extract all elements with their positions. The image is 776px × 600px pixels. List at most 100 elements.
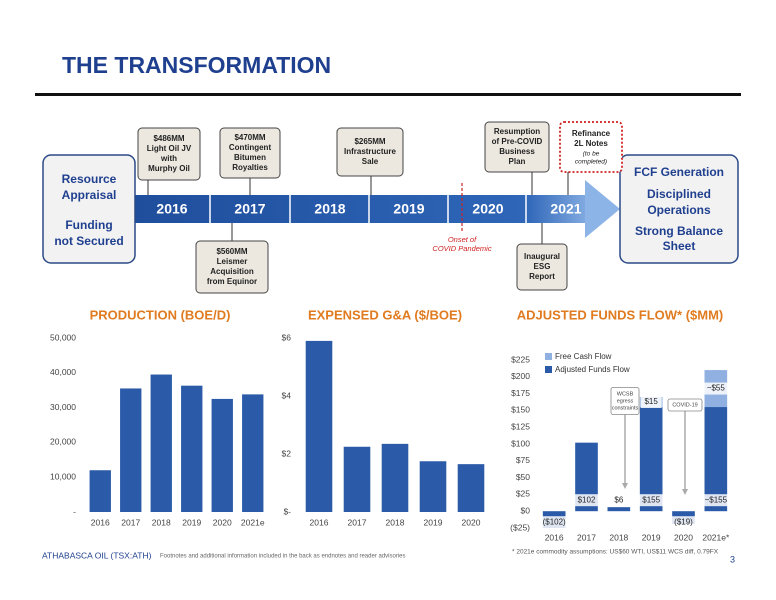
y-tick-label: 50,000 [50,332,76,342]
x-tick-label: 2019 [182,517,201,527]
value-label: ($102) [543,517,566,526]
y-tick-label: $50 [516,472,530,482]
box-text: Contingent [229,143,272,152]
bar [89,470,111,512]
x-tick-label: 2018 [152,517,171,527]
footer-company: ATHABASCA OIL (TSX:ATH) [42,550,152,560]
annotation-text: egress [617,398,634,404]
chart-title: PRODUCTION (BOE/D) [90,307,231,322]
box-text: Infrastructure [344,147,397,156]
end-text: Strong Balance [635,224,723,238]
value-label: $6 [614,495,623,504]
title-rule [35,93,741,96]
value-label: ($19) [674,517,693,526]
x-tick-label: 2021e* [702,532,730,542]
y-tick-label: $6 [282,332,292,342]
year-label: 2021 [550,201,581,217]
value-label-bg [700,494,732,507]
end-text: FCF Generation [634,165,724,179]
value-label-bg [640,396,662,408]
end-text: Sheet [663,239,696,253]
annotation-text: COVID-19 [672,402,697,408]
value-label: ~$155 [705,495,728,504]
box-text: $265MM [354,137,385,146]
bar [305,340,333,512]
box-text: $486MM [153,134,184,143]
y-tick-label: 20,000 [50,437,76,447]
bar [181,385,203,512]
bar [419,461,447,512]
box-text: Inaugural [524,252,560,261]
legend-label: Adjusted Funds Flow [555,365,630,374]
end-text: Operations [647,203,711,217]
x-tick-label: 2017 [348,517,367,527]
callout-box [484,121,550,173]
box-text: Murphy Oil [148,164,190,173]
bar [242,394,264,512]
annotation-box [667,398,703,412]
start-text: Appraisal [62,188,117,202]
box-text: Sale [362,157,379,166]
x-tick-label: 2020 [462,517,481,527]
box-text: Acquisition [210,267,254,276]
bar [704,407,728,512]
box-text: 2L Notes [574,139,608,148]
box-text: Plan [509,157,526,166]
chart-footnote: * 2021e commodity assumptions: US$60 WTI… [512,549,719,556]
box-text: ESG [534,262,551,271]
annotation-text: WCSB [617,391,634,397]
value-label: $102 [578,495,596,504]
slide-title: THE TRANSFORMATION [62,52,331,78]
box-text: Business [499,147,535,156]
bar [150,374,172,512]
y-tick-label: 10,000 [50,471,76,481]
box-text: of Pre-COVID [492,137,543,146]
start-text: not Secured [54,234,123,248]
box-text: $560MM [216,247,247,256]
bar [120,388,142,512]
callout-box [195,240,269,294]
y-tick-label: $- [283,506,291,516]
annotation-text: constraints [612,405,639,411]
bar [639,407,663,512]
value-label: $15 [644,397,658,406]
callout-box [559,121,623,173]
chart-title: ADJUSTED FUNDS FLOW* ($MM) [517,307,724,322]
start-box [42,154,136,264]
x-tick-label: 2016 [310,517,329,527]
y-tick-label: $200 [511,371,530,381]
year-label: 2018 [314,201,345,217]
value-label-bg [610,494,627,507]
callout-box [137,127,201,181]
legend-swatch [545,366,552,373]
box-text: completed) [575,159,607,166]
callout-box [336,127,404,177]
y-tick-label: $2 [282,448,292,458]
value-label-bg [573,494,600,507]
value-label-bg [702,382,729,395]
chart-title: EXPENSED G&A ($/BOE) [308,307,462,322]
legend-label: Free Cash Flow [555,352,612,361]
x-tick-label: 2016 [91,517,110,527]
x-tick-label: 2018 [386,517,405,527]
y-tick-label: $225 [511,354,530,364]
box-text: Refinance [572,129,611,138]
annotation-arrowhead [682,489,688,495]
bar [575,442,598,512]
box-text: $470MM [234,133,265,142]
value-label-bg [638,494,665,507]
bar [381,443,409,512]
x-tick-label: 2017 [577,532,596,542]
y-tick-label: $100 [511,438,530,448]
legend-swatch [545,353,552,360]
x-tick-label: 2021e [241,517,265,527]
box-text: Royalties [232,163,268,172]
box-text: Leismer [217,257,248,266]
y-tick-label: $175 [511,388,530,398]
covid-note: COVID Pandemic [432,244,491,253]
timeline-band [135,195,595,223]
x-tick-label: 2019 [642,532,661,542]
year-label: 2020 [472,201,503,217]
bar [607,507,631,512]
